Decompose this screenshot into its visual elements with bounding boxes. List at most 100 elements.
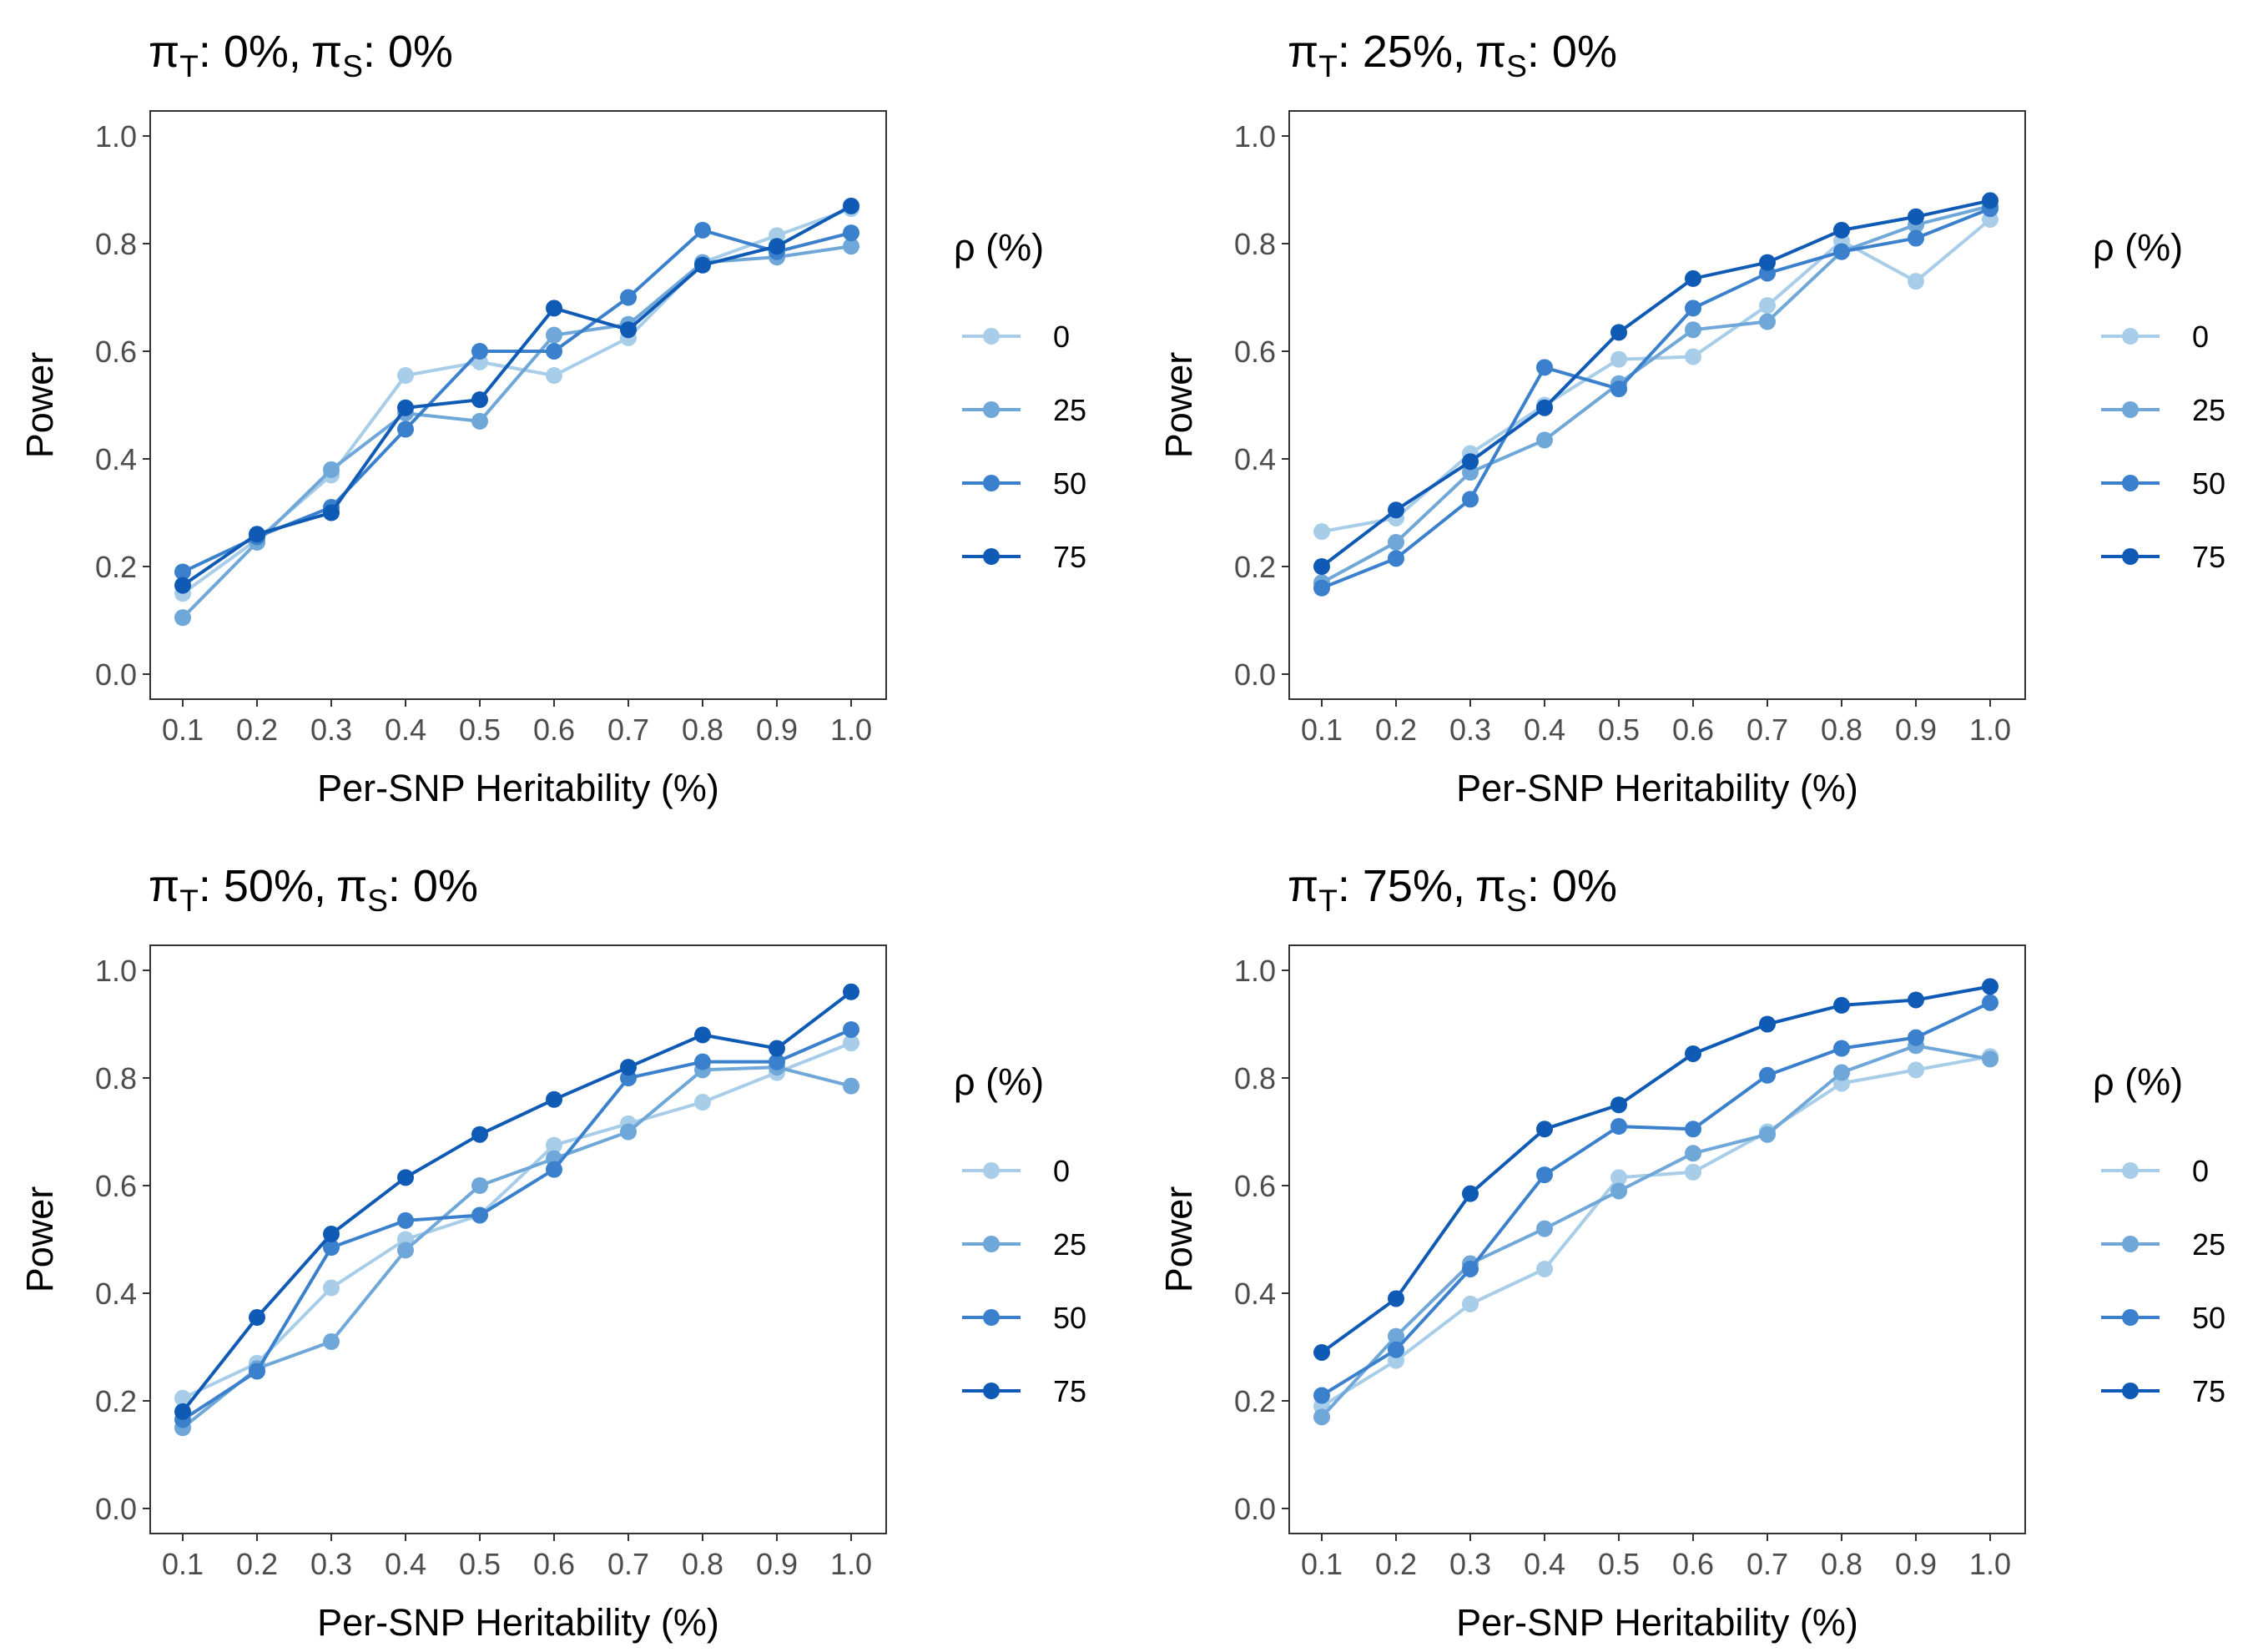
legend-title: ρ (%) bbox=[954, 1060, 1044, 1103]
title-pi-s-symbol: π bbox=[336, 861, 367, 911]
data-point bbox=[769, 1040, 785, 1057]
data-point bbox=[1388, 501, 1404, 519]
series-75 bbox=[1313, 192, 1998, 575]
data-point bbox=[323, 1226, 340, 1243]
x-axis-title: Per-SNP Heritability (%) bbox=[317, 1601, 719, 1644]
data-point bbox=[1536, 1166, 1553, 1184]
chart-panel-3: πT: 50%, πS: 0%0.00.20.40.60.81.00.1 0.2 0.… bbox=[18, 861, 1086, 1644]
y-tick-label: 0.0 bbox=[95, 657, 137, 692]
legend-label: 0 bbox=[2192, 1154, 2209, 1188]
data-point bbox=[1685, 348, 1701, 365]
series-line bbox=[181, 244, 852, 619]
data-point bbox=[1908, 1061, 1924, 1079]
legend-item-50: 50 bbox=[962, 1301, 1086, 1335]
legend-label: 75 bbox=[2192, 1374, 2225, 1408]
data-point bbox=[546, 367, 562, 385]
series-line bbox=[1320, 1000, 1991, 1398]
legend-key-point bbox=[983, 328, 1000, 345]
data-point bbox=[1388, 550, 1404, 567]
data-point bbox=[1536, 1220, 1553, 1237]
plot-frame bbox=[149, 110, 887, 700]
x-axis-title: Per-SNP Heritability (%) bbox=[317, 767, 719, 809]
y-tick-label: 0.0 bbox=[1234, 657, 1276, 692]
data-point bbox=[323, 1279, 340, 1297]
y-tick-label: 0.4 bbox=[95, 1277, 137, 1311]
data-point bbox=[1759, 297, 1776, 315]
data-point bbox=[694, 221, 711, 239]
series-50 bbox=[1313, 200, 1998, 597]
data-point bbox=[694, 1026, 711, 1044]
x-tick-label: 0.8 bbox=[1821, 1547, 1862, 1581]
data-point bbox=[174, 1403, 191, 1420]
legend-item-25: 25 bbox=[2101, 393, 2225, 427]
y-axis-title: Power bbox=[1157, 352, 1200, 459]
y-axis-title: Power bbox=[18, 352, 61, 459]
x-tick-label: 0.7 bbox=[607, 1547, 649, 1581]
legend-item-75: 75 bbox=[2101, 540, 2225, 574]
y-tick-label: 0.6 bbox=[1234, 335, 1276, 369]
y-tick-label: 0.2 bbox=[95, 1384, 137, 1418]
x-axis-title: Per-SNP Heritability (%) bbox=[1456, 1601, 1858, 1644]
title-pi-s-symbol: π bbox=[1475, 27, 1506, 77]
data-point bbox=[620, 1123, 637, 1141]
title-t-value: : 25%, bbox=[1338, 27, 1465, 77]
legend-label: 50 bbox=[1053, 466, 1086, 501]
data-point bbox=[397, 421, 414, 438]
data-point bbox=[1908, 273, 1924, 290]
panel-title: πT: 25%, πS: 0% bbox=[1288, 27, 1617, 83]
series-line bbox=[182, 1041, 852, 1400]
title-s-value: : 0% bbox=[1527, 861, 1617, 911]
legend-key-point bbox=[2122, 401, 2139, 418]
legend-label: 75 bbox=[1053, 1374, 1086, 1408]
data-point bbox=[1313, 558, 1330, 575]
legend: ρ (%) 0 25 50 75 bbox=[2093, 226, 2225, 574]
data-point bbox=[1313, 1408, 1330, 1426]
data-point bbox=[1982, 978, 1998, 995]
y-tick-label: 0.2 bbox=[1234, 550, 1276, 584]
y-tick-label: 1.0 bbox=[95, 954, 137, 988]
data-point bbox=[1685, 300, 1701, 317]
series-75 bbox=[174, 983, 859, 1420]
x-tick-label: 0.9 bbox=[1895, 1547, 1937, 1581]
data-point bbox=[1388, 1341, 1404, 1358]
legend-item-75: 75 bbox=[962, 540, 1086, 574]
data-point bbox=[1536, 359, 1553, 376]
data-point bbox=[1685, 1121, 1701, 1138]
legend-key-point bbox=[983, 548, 1000, 565]
title-s-value: : 0% bbox=[363, 27, 453, 77]
data-point bbox=[1982, 192, 1998, 209]
data-point bbox=[323, 1239, 340, 1257]
legend-label: 50 bbox=[2192, 1301, 2225, 1335]
data-point bbox=[769, 1053, 785, 1070]
data-point bbox=[843, 224, 859, 242]
data-point bbox=[546, 326, 562, 344]
plot-frame bbox=[1288, 944, 2026, 1534]
x-tick-label: 0.1 bbox=[162, 1547, 204, 1581]
x-tick-label: 1.0 bbox=[1969, 713, 2011, 747]
data-point bbox=[1462, 1185, 1479, 1202]
legend-item-25: 25 bbox=[962, 1227, 1086, 1262]
title-t-subscript: T bbox=[179, 49, 199, 83]
legend-key-point bbox=[983, 401, 1000, 418]
legend-label: 25 bbox=[2192, 393, 2225, 427]
x-tick-label: 0.2 bbox=[236, 713, 278, 747]
data-point bbox=[1536, 431, 1553, 449]
x-tick-label: 0.5 bbox=[459, 1547, 501, 1581]
x-tick-label: 0.4 bbox=[1524, 713, 1565, 747]
x-axis-title: Per-SNP Heritability (%) bbox=[1456, 767, 1858, 809]
data-point bbox=[1388, 1290, 1404, 1307]
data-point bbox=[471, 1177, 488, 1194]
legend-key-point bbox=[983, 1236, 1000, 1252]
legend-item-25: 25 bbox=[962, 393, 1086, 427]
data-point bbox=[1908, 208, 1924, 225]
y-tick-label: 0.6 bbox=[95, 1169, 137, 1203]
y-tick-label: 0.6 bbox=[1234, 1169, 1276, 1203]
legend-label: 25 bbox=[1053, 1227, 1086, 1262]
data-point bbox=[1313, 523, 1330, 541]
legend-title: ρ (%) bbox=[2093, 226, 2183, 269]
data-point bbox=[1685, 269, 1701, 287]
data-point bbox=[397, 1242, 414, 1259]
data-point bbox=[1685, 321, 1701, 339]
legend-label: 25 bbox=[2192, 1227, 2225, 1262]
data-point bbox=[1685, 1163, 1701, 1181]
